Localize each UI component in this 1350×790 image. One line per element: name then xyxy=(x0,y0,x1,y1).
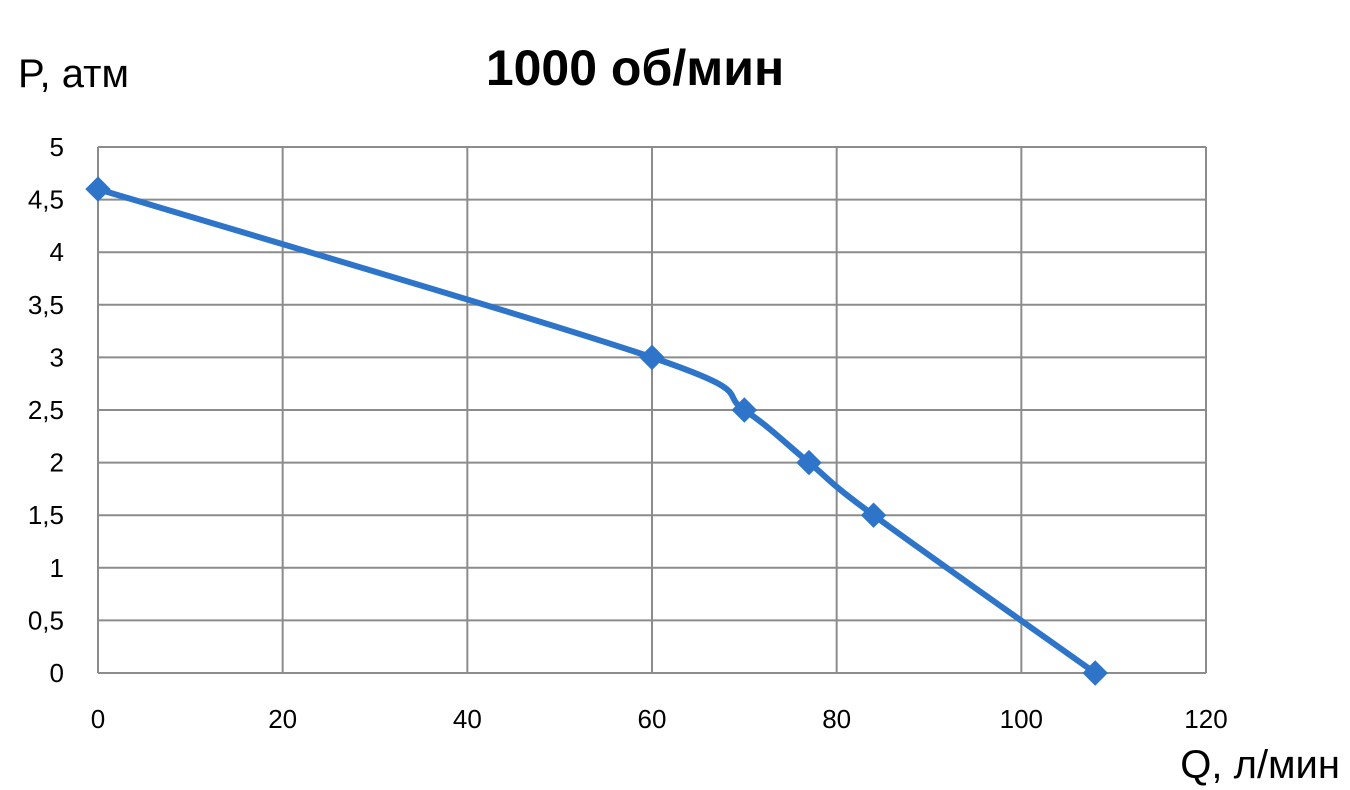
y-tick-label: 4 xyxy=(50,237,64,267)
y-tick-label: 0 xyxy=(50,658,64,688)
y-tick-label: 1 xyxy=(50,553,64,583)
x-tick-label: 20 xyxy=(268,704,297,734)
y-tick-label: 2,5 xyxy=(28,395,64,425)
y-tick-label: 5 xyxy=(50,132,64,162)
data-point-marker xyxy=(85,176,111,202)
data-point-marker xyxy=(731,397,758,423)
x-tick-label: 40 xyxy=(453,704,482,734)
data-markers xyxy=(85,176,1108,686)
data-point-marker xyxy=(860,502,887,528)
series xyxy=(95,186,1099,676)
x-tick-label: 80 xyxy=(822,704,851,734)
x-axis-label: Q, л/мин xyxy=(1180,743,1340,787)
x-tick-label: 60 xyxy=(638,704,667,734)
y-tick-label: 1,5 xyxy=(28,500,64,530)
y-tick-label: 3 xyxy=(50,342,64,372)
y-tick-label: 3,5 xyxy=(28,290,64,320)
grid xyxy=(97,146,1207,674)
data-point-marker xyxy=(796,449,822,476)
y-tick-label: 0,5 xyxy=(28,605,64,635)
series-line xyxy=(95,186,1099,676)
data-point-marker xyxy=(639,344,665,371)
y-tick-label: 2 xyxy=(50,448,64,478)
x-tick-label: 100 xyxy=(1000,704,1043,734)
y-tick-label: 4,5 xyxy=(28,185,64,215)
y-axis-label: P, атм xyxy=(18,52,129,96)
x-tick-label: 120 xyxy=(1184,704,1227,734)
data-point-marker xyxy=(1082,660,1108,686)
tick-labels: 0 0,5 1 1,5 2 2,5 3 3,5 4 4,5 5 0 20 40 60 80 100 120 xyxy=(28,132,1228,734)
chart-title: 1000 об/мин xyxy=(486,40,784,96)
x-tick-label: 0 xyxy=(91,704,105,734)
